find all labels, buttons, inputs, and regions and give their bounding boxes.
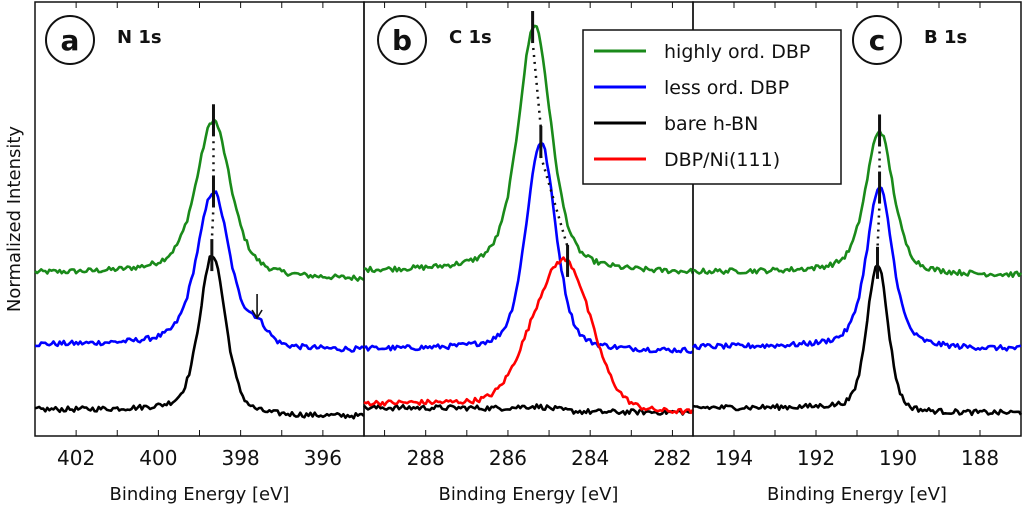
series-dbp-ni-111- xyxy=(363,256,695,415)
panel-a: 402 400 398 396 Binding Energy [eV] a N 1s xyxy=(34,1,365,505)
x-tick-label: 282 xyxy=(653,446,691,470)
x-tick-label: 402 xyxy=(57,446,95,470)
panel-letter: b xyxy=(392,24,412,57)
x-tick-label: 194 xyxy=(715,446,753,470)
legend: highly ord. DBP less ord. DBP bare h-BN … xyxy=(582,29,842,185)
panel-c: 194 192 190 188 Binding Energy [eV] c B 1s xyxy=(692,1,1023,505)
peak-shift-dotted-line xyxy=(539,155,569,248)
series-bare-h-bn xyxy=(34,254,365,420)
legend-label-highly-ordered: highly ord. DBP xyxy=(664,41,810,63)
x-tick-label: 284 xyxy=(571,446,609,470)
panel-letter: a xyxy=(61,24,80,57)
x-axis-label: Binding Energy [eV] xyxy=(439,484,619,505)
series-highly-ord-dbp xyxy=(692,129,1023,278)
series-highly-ord-dbp xyxy=(363,24,695,275)
x-tick-label: 286 xyxy=(489,446,527,470)
peak-shift-dotted-line xyxy=(210,205,215,242)
legend-label-dbp-ni: DBP/Ni(111) xyxy=(664,149,780,171)
y-axis-label: Normalized Intensity xyxy=(4,126,25,312)
panel-letter: c xyxy=(869,24,886,57)
shoulder-arrowhead-icon xyxy=(251,309,263,320)
series-highly-ord-dbp xyxy=(34,118,365,282)
panel-letter-circle xyxy=(852,15,902,65)
panel-title: C 1s xyxy=(449,27,492,48)
panel-title: B 1s xyxy=(924,27,967,48)
series-bare-h-bn xyxy=(692,263,1023,417)
peak-shift-dotted-line xyxy=(876,201,881,249)
panel-frame xyxy=(34,1,365,437)
peak-shift-dotted-line xyxy=(531,40,543,129)
panel-letter-circle xyxy=(377,15,427,65)
panel-b: 288 286 284 282 Binding Energy [eV] b C 1s xyxy=(363,1,695,505)
legend-label-less-ordered: less ord. DBP xyxy=(664,77,789,99)
series-less-ord-dbp xyxy=(692,185,1022,352)
x-axis-label: Binding Energy [eV] xyxy=(110,484,290,505)
panel-letter-circle xyxy=(45,15,95,65)
x-tick-label: 288 xyxy=(407,446,445,470)
series-less-ord-dbp xyxy=(35,190,365,353)
series-bare-h-bn xyxy=(363,403,695,416)
series-less-ord-dbp xyxy=(363,141,694,354)
x-tick-label: 398 xyxy=(222,446,260,470)
panel-title: N 1s xyxy=(117,27,162,48)
x-tick-label: 190 xyxy=(879,446,917,470)
legend-label-bare-hbn: bare h-BN xyxy=(664,113,758,135)
x-tick-label: 188 xyxy=(961,446,999,470)
x-tick-label: 400 xyxy=(139,446,177,470)
x-axis-label: Binding Energy [eV] xyxy=(767,484,947,505)
x-tick-label: 192 xyxy=(797,446,835,470)
x-tick-label: 396 xyxy=(304,446,342,470)
